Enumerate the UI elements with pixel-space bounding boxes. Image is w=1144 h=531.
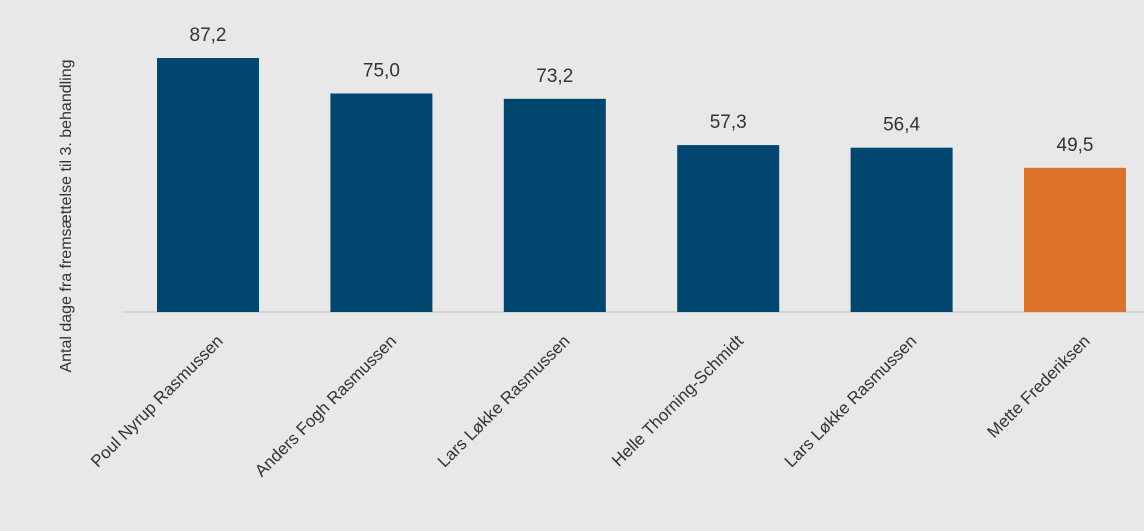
category-label-5: Lars Løkke Rasmussen [781, 331, 921, 471]
value-label-5: 56,4 [883, 115, 920, 136]
category-label-1: Poul Nyrup Rasmussen [87, 331, 227, 471]
category-label-2: Anders Fogh Rasmussen [251, 331, 400, 480]
value-label-1: 87,2 [190, 25, 227, 46]
bar-5 [850, 147, 953, 312]
bar-3 [503, 98, 606, 312]
category-label-6: Mette Frederiksen [984, 331, 1094, 441]
value-labels-group: 87,2 75,0 73,2 57,3 56,4 49,5 [190, 25, 1094, 156]
bar-2 [330, 93, 433, 312]
category-label-3: Lars Løkke Rasmussen [434, 331, 574, 471]
category-labels-group: Poul Nyrup Rasmussen Anders Fogh Rasmusse… [87, 331, 1094, 480]
category-label-4: Helle Thorning-Schmidt [608, 331, 747, 470]
bars-group [157, 58, 1126, 312]
value-label-3: 73,2 [536, 66, 573, 87]
bar-4 [677, 145, 780, 312]
value-label-6: 49,5 [1057, 135, 1094, 156]
bar-6 [1024, 167, 1126, 312]
y-axis-title: Antal dage fra fremsættelse til 3. behan… [58, 59, 75, 372]
value-label-4: 57,3 [710, 112, 747, 133]
value-label-2: 75,0 [363, 61, 400, 82]
bar-1 [157, 58, 259, 312]
